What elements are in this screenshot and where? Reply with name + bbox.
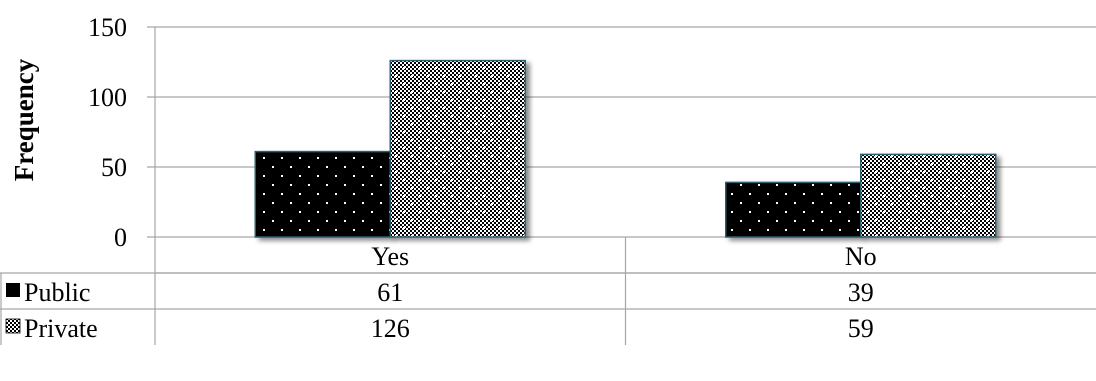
y-tick-label: 0 [114, 223, 127, 252]
data-label: 59 [848, 314, 874, 343]
data-table: Yes No Public 61 39 Private 126 59 [0, 237, 1096, 345]
bar-private-no [860, 153, 997, 238]
x-tick-label: No [845, 242, 877, 271]
y-axis-label: Frequency [9, 58, 39, 181]
solid-black-square-icon [6, 283, 20, 297]
data-label: 61 [377, 278, 403, 307]
y-tick-label: 150 [88, 13, 127, 42]
checkered-square-icon [5, 318, 21, 334]
bars [254, 59, 997, 238]
y-tick-label: 100 [88, 83, 127, 112]
data-label: 39 [848, 278, 874, 307]
bar-public-no [725, 181, 862, 238]
bar-private-yes [389, 59, 526, 238]
data-label: 126 [371, 314, 410, 343]
bar-public-yes [254, 150, 391, 238]
y-tick-label: 50 [101, 153, 127, 182]
x-tick-label: Yes [371, 242, 409, 271]
legend-label: Public [24, 278, 90, 307]
legend-label: Private [24, 314, 98, 343]
y-tick-labels: 0 50 100 150 [88, 13, 127, 252]
